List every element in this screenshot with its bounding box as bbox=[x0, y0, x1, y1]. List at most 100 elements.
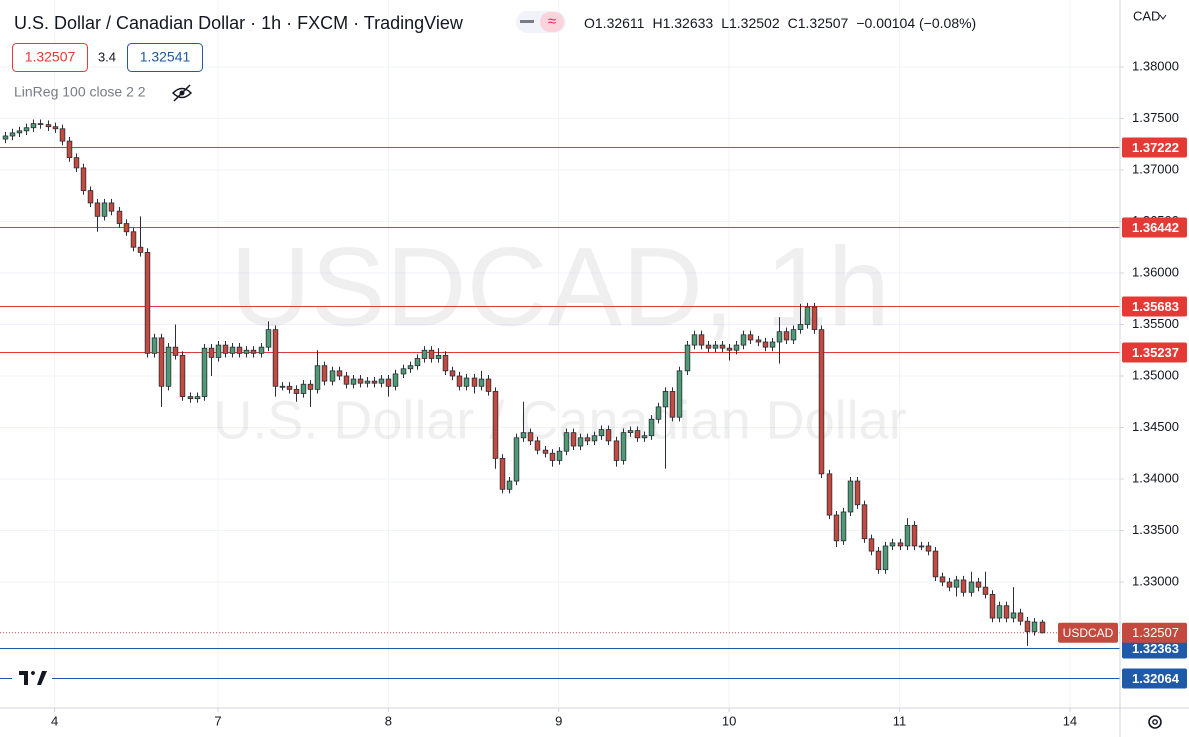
candle-body bbox=[236, 346, 243, 354]
level-label: 1.35683 bbox=[1132, 299, 1179, 314]
tv-logo[interactable] bbox=[12, 663, 52, 693]
toggle[interactable]: ≈ bbox=[516, 11, 566, 33]
axes: 1.380001.375001.370001.365001.360001.355… bbox=[51, 58, 1187, 728]
currency[interactable]: CAD bbox=[1133, 8, 1160, 23]
x-tick-label: 4 bbox=[51, 713, 58, 728]
candle-body bbox=[1017, 612, 1024, 622]
level-label: 1.36442 bbox=[1132, 220, 1179, 235]
gear bbox=[1148, 715, 1162, 729]
candle-body bbox=[378, 378, 385, 384]
x-tick-label: 14 bbox=[1063, 713, 1077, 728]
candle-body bbox=[222, 344, 229, 354]
candle-body bbox=[116, 210, 123, 224]
level-label: 1.32064 bbox=[1132, 671, 1180, 686]
candle-body bbox=[243, 349, 250, 354]
candle-body bbox=[762, 341, 769, 348]
candle-body bbox=[634, 430, 641, 439]
candle-body bbox=[698, 334, 705, 346]
candle-body bbox=[279, 385, 286, 388]
candle-body bbox=[123, 223, 130, 233]
x-tick-label: 8 bbox=[385, 713, 392, 728]
candle-body bbox=[960, 579, 967, 593]
candle-body bbox=[968, 581, 975, 593]
ask-box[interactable] bbox=[127, 43, 203, 72]
candle-body bbox=[343, 375, 350, 385]
settings[interactable] bbox=[1148, 715, 1162, 729]
y-tick-label: 1.37000 bbox=[1132, 161, 1179, 176]
candle-body bbox=[641, 435, 648, 439]
y-tick-label: 1.33000 bbox=[1132, 573, 1179, 588]
candle-body bbox=[506, 480, 513, 490]
candle-body bbox=[449, 370, 456, 377]
candle-body bbox=[172, 346, 179, 356]
candle-body bbox=[1031, 621, 1038, 632]
candle-body bbox=[400, 368, 407, 375]
candle-body bbox=[371, 380, 378, 384]
candle-body bbox=[620, 432, 627, 461]
ohlc-value: 1.32611 bbox=[595, 15, 645, 31]
candle-body bbox=[194, 396, 201, 400]
candle-body bbox=[187, 396, 194, 400]
candle-body bbox=[229, 346, 236, 354]
candle-body bbox=[407, 365, 414, 370]
x-tick-label: 9 bbox=[555, 713, 562, 728]
candle-body bbox=[144, 251, 151, 354]
y-tick-label: 1.33500 bbox=[1132, 522, 1179, 537]
candle-body bbox=[712, 344, 719, 349]
candle-body bbox=[542, 449, 549, 454]
candle-body bbox=[1010, 612, 1017, 619]
candle-body bbox=[9, 132, 16, 137]
candle-body bbox=[577, 437, 584, 447]
candle-body bbox=[939, 576, 946, 583]
candle-body bbox=[669, 391, 676, 418]
candle-body bbox=[364, 380, 371, 384]
bid-box[interactable] bbox=[12, 43, 88, 72]
hide-icon[interactable] bbox=[171, 84, 193, 102]
candle-body bbox=[797, 324, 804, 331]
candle-body bbox=[471, 377, 478, 387]
candle-body bbox=[492, 391, 499, 459]
candle-body bbox=[840, 511, 847, 542]
candle-body bbox=[357, 378, 364, 384]
level-label-bg bbox=[1122, 217, 1187, 238]
candle-body bbox=[818, 329, 825, 475]
candle-body bbox=[258, 346, 265, 354]
candle-body bbox=[897, 542, 904, 547]
level-label-bg bbox=[1122, 296, 1187, 317]
candle-body bbox=[428, 349, 435, 359]
candle-body bbox=[946, 581, 953, 588]
candle-body bbox=[889, 542, 896, 547]
candle-body bbox=[1024, 620, 1031, 632]
candle-body bbox=[868, 538, 875, 552]
candle-body bbox=[875, 550, 882, 571]
candle-body bbox=[676, 370, 683, 418]
level-label: 1.37222 bbox=[1132, 140, 1179, 155]
candle-body bbox=[719, 344, 726, 349]
candle-body bbox=[293, 388, 300, 394]
y-tick-label: 1.38000 bbox=[1132, 58, 1179, 73]
candle-body bbox=[769, 341, 776, 348]
candle-body bbox=[158, 337, 165, 387]
candle-body bbox=[655, 406, 662, 420]
candle-body bbox=[925, 545, 932, 552]
candle-body bbox=[392, 373, 399, 387]
candle-body bbox=[534, 440, 541, 451]
candle-body bbox=[421, 349, 428, 359]
level-label-bg bbox=[1122, 668, 1187, 689]
ohlc-legend: O1.32611 H1.32633 L1.32502 C1.32507 −0.00104… bbox=[584, 15, 976, 31]
candle-body bbox=[918, 545, 925, 548]
candle-body bbox=[165, 346, 172, 387]
level-label-bg bbox=[1122, 137, 1187, 158]
candle-body bbox=[329, 370, 336, 382]
candle-body bbox=[265, 329, 272, 348]
candle-body bbox=[776, 331, 783, 343]
candle-body bbox=[684, 344, 691, 372]
price-boxes: 1.32507 3.4 1.32541 bbox=[12, 43, 203, 72]
x-tick-label: 11 bbox=[893, 713, 907, 728]
candle-body bbox=[435, 354, 442, 359]
y-tick-label: 1.35000 bbox=[1132, 367, 1179, 382]
candle-body bbox=[272, 329, 279, 387]
candle-body bbox=[37, 123, 44, 126]
